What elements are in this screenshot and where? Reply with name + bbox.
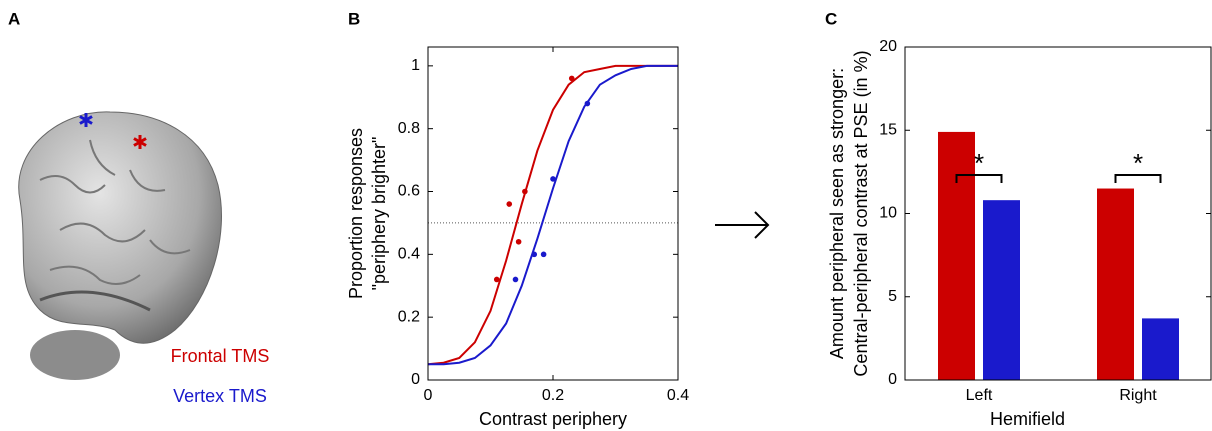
data-point [568, 75, 575, 82]
y-tick-label: 10 [879, 205, 897, 222]
significance-bracket [1114, 174, 1162, 183]
data-point [540, 251, 547, 258]
y-tick-label: 0.8 [398, 120, 420, 137]
x-tick-label: Right [1119, 387, 1157, 404]
y-tick-label: 20 [879, 38, 897, 55]
data-point [515, 238, 522, 245]
y-tick-label: 15 [879, 121, 897, 138]
y-axis-label: Amount peripheral seen as stronger: [827, 68, 847, 359]
data-point [550, 176, 556, 182]
y-tick-label: 0 [888, 371, 897, 388]
legend-label: Frontal TMS [171, 346, 270, 366]
data-point [512, 276, 519, 283]
plot-frame [427, 46, 679, 381]
data-point [493, 276, 500, 283]
y-axis-label: "periphery brighter" [369, 137, 389, 291]
significance-bracket [955, 174, 1003, 183]
x-axis-label: Hemifield [990, 409, 1065, 429]
sulci [39, 139, 191, 285]
y-tick-label: 0.2 [398, 308, 420, 325]
arrow [715, 211, 770, 239]
bar [983, 200, 1020, 380]
legend-label: Vertex TMS [173, 386, 267, 406]
bar [1097, 188, 1134, 380]
y-tick-label: 0 [411, 371, 420, 388]
x-tick-label: Left [966, 387, 993, 404]
tms-site [79, 113, 93, 127]
fit-curve [427, 64, 678, 366]
significance-marker: * [974, 148, 984, 178]
x-tick-label: 0.4 [667, 387, 689, 404]
x-tick-label: 0 [424, 387, 433, 404]
bar [1142, 318, 1179, 380]
y-tick-label: 0.4 [398, 246, 420, 263]
panel-label: A [8, 9, 20, 28]
cerebellum [30, 330, 120, 380]
significance-marker: * [1133, 148, 1143, 178]
plot-frame [904, 46, 1212, 381]
data-point [584, 100, 591, 107]
y-axis-label: Proportion responses [346, 128, 366, 299]
tms-site [133, 135, 147, 149]
y-tick-label: 1 [411, 57, 420, 74]
data-point [522, 188, 528, 195]
brain-image [18, 111, 222, 380]
panel-label: B [348, 9, 360, 28]
x-tick-label: 0.2 [542, 387, 564, 404]
panel-label: C [825, 9, 837, 28]
fit-curve [428, 64, 678, 366]
x-axis-label: Contrast periphery [479, 409, 627, 429]
y-axis-label: Central-peripheral contrast at PSE (in %… [851, 50, 871, 376]
bar [938, 131, 975, 380]
data-point [506, 201, 513, 207]
y-tick-label: 5 [888, 288, 897, 305]
cortex [18, 111, 222, 344]
sylvian-fissure [39, 290, 151, 312]
data-point [531, 251, 538, 258]
y-tick-label: 0.6 [398, 183, 420, 200]
